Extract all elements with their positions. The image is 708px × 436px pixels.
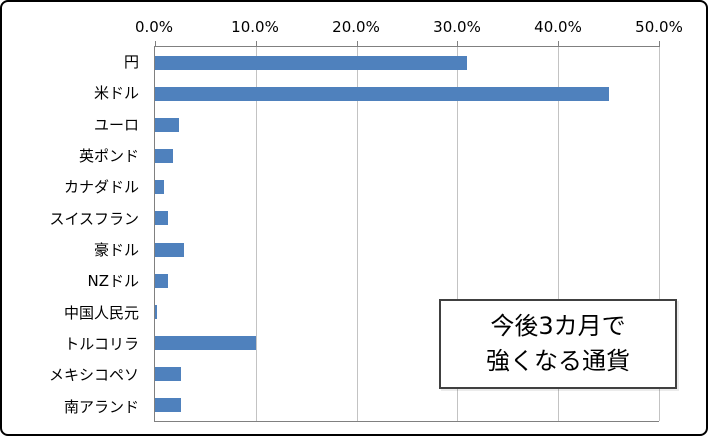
x-tick-label: 40.0% xyxy=(534,18,582,36)
bar xyxy=(155,367,182,382)
bar-row xyxy=(155,234,659,265)
annotation-line-1: 今後3カ月で xyxy=(490,312,626,341)
category-label: 円 xyxy=(123,53,139,72)
x-tick-label: 30.0% xyxy=(433,18,481,36)
category-label: ユーロ xyxy=(93,115,139,134)
gridline xyxy=(356,47,358,421)
x-tick-mark xyxy=(155,41,156,47)
category-label: NZドル xyxy=(87,272,140,291)
x-axis-labels: 0.0% 10.0% 20.0% 30.0% 40.0% 50.0% xyxy=(135,18,683,40)
bar-row xyxy=(155,78,659,109)
gridline xyxy=(659,47,660,421)
x-tick-label: 10.0% xyxy=(231,18,279,36)
category-label: 豪ドル xyxy=(93,241,139,260)
x-tick-label: 0.0% xyxy=(134,18,174,36)
bar xyxy=(155,398,182,413)
x-tick-mark xyxy=(457,41,459,47)
x-tick-mark xyxy=(356,41,358,47)
bar xyxy=(155,86,609,101)
category-label: メキシコペソ xyxy=(48,366,139,385)
bar-row xyxy=(155,203,659,234)
bar xyxy=(155,304,158,319)
category-label: 英ポンド xyxy=(78,147,139,166)
bar xyxy=(155,336,256,351)
x-tick-mark xyxy=(558,41,560,47)
bar xyxy=(155,211,169,226)
category-label: スイスフラン xyxy=(49,209,139,228)
bar-row xyxy=(155,390,659,421)
category-label: トルコリラ xyxy=(64,335,139,354)
x-tick-label: 50.0% xyxy=(635,18,683,36)
bar-row xyxy=(155,296,659,327)
bar-row xyxy=(155,47,659,78)
bar-row xyxy=(155,109,659,140)
bar xyxy=(155,55,468,70)
bar xyxy=(155,149,174,164)
bar-row xyxy=(155,359,659,390)
bar xyxy=(155,273,169,288)
x-tick-mark xyxy=(659,41,660,47)
gridline xyxy=(457,47,459,421)
category-label: 米ドル xyxy=(93,84,139,103)
x-tick-mark xyxy=(255,41,257,47)
bar-rows xyxy=(155,47,659,421)
annotation-box: 今後3カ月で 強くなる通貨 xyxy=(439,299,677,389)
category-label: 中国人民元 xyxy=(63,303,139,322)
bar-row xyxy=(155,328,659,359)
annotation-line-2: 強くなる通貨 xyxy=(486,347,630,375)
bar xyxy=(155,117,180,132)
bar-row xyxy=(155,141,659,172)
plot-area: 今後3カ月で 強くなる通貨 xyxy=(154,41,677,422)
category-label: 南アランド xyxy=(63,397,139,416)
bar xyxy=(155,180,165,195)
gridline xyxy=(255,47,257,421)
category-labels: 円米ドルユーロ英ポンドカナダドルスイスフラン豪ドル NZドル中国人民元トルコリラメ… xyxy=(2,46,148,422)
bar-row xyxy=(155,265,659,296)
gridline xyxy=(558,47,560,421)
bar xyxy=(155,242,185,257)
category-label: カナダドル xyxy=(63,178,139,197)
bar-row xyxy=(155,172,659,203)
x-tick-label: 20.0% xyxy=(332,18,380,36)
